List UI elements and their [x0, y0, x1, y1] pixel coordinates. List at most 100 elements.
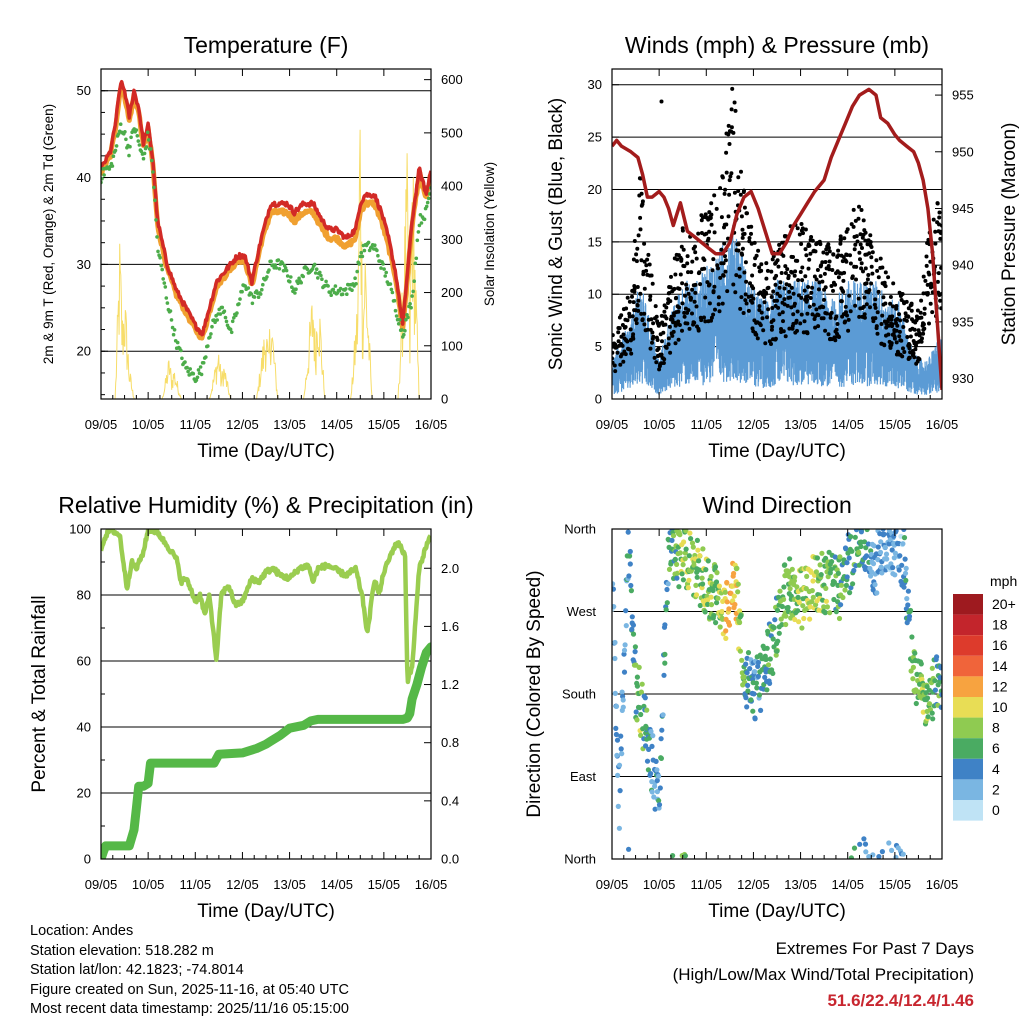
direction-point — [716, 583, 723, 589]
gust-point — [672, 286, 677, 291]
gust-point — [710, 268, 715, 273]
gust-point — [824, 311, 829, 316]
gust-point — [742, 188, 746, 193]
gust-point — [631, 332, 636, 337]
gust-point — [818, 274, 823, 279]
legend-label: 20+ — [992, 596, 1016, 612]
gust-point — [799, 222, 804, 226]
dewpoint-point — [237, 302, 241, 306]
gust-point — [924, 263, 929, 268]
direction-point — [846, 555, 852, 561]
gust-point — [810, 238, 815, 243]
temperature-y2tick-label: 300 — [441, 232, 463, 247]
direction-point — [799, 625, 805, 631]
gust-point — [731, 130, 736, 135]
gust-point — [821, 316, 826, 321]
direction-point — [874, 590, 880, 596]
direction-point — [616, 825, 623, 831]
direction-point — [910, 664, 917, 671]
gust-point — [781, 253, 786, 258]
dewpoint-point — [283, 266, 288, 270]
gust-point — [682, 310, 687, 315]
gust-point — [693, 250, 698, 255]
gust-point — [928, 301, 933, 306]
direction-point — [813, 602, 819, 608]
direction-point — [697, 553, 703, 559]
gust-point — [807, 304, 812, 309]
gust-point — [680, 301, 685, 306]
direction-point — [737, 619, 743, 626]
direction-point — [904, 596, 910, 602]
direction-point — [817, 562, 823, 568]
gust-point — [856, 216, 861, 221]
direction-point — [748, 697, 754, 703]
gust-point — [868, 240, 873, 244]
dewpoint-point — [160, 267, 164, 272]
gust-point — [792, 301, 797, 306]
temperature-xtick-label: 13/05 — [273, 417, 306, 432]
gust-point — [860, 246, 864, 250]
direction-point — [890, 565, 896, 571]
dewpoint-point — [408, 302, 412, 306]
gust-point — [726, 123, 731, 128]
winds-xtick-label: 16/05 — [926, 417, 959, 432]
gust-point — [814, 307, 819, 312]
gust-point — [775, 298, 779, 303]
gust-point — [778, 294, 782, 299]
gust-point — [851, 207, 856, 212]
dewpoint-point — [418, 213, 423, 217]
gust-point — [849, 222, 854, 227]
gust-point — [924, 254, 929, 259]
gust-point — [787, 289, 792, 294]
gust-point — [806, 285, 811, 289]
gust-point — [808, 251, 813, 256]
gust-point — [908, 334, 913, 339]
direction-point — [796, 599, 802, 606]
direction-point — [858, 543, 864, 550]
gust-point — [636, 298, 641, 303]
dewpoint-point — [324, 279, 328, 284]
gust-point — [736, 242, 741, 247]
gust-point — [859, 261, 864, 266]
dewpoint-point — [220, 305, 225, 310]
gust-point — [764, 291, 769, 296]
gust-point — [711, 257, 716, 262]
gust-point — [762, 300, 767, 305]
direction-point — [656, 773, 662, 779]
gust-point — [623, 325, 628, 329]
dewpoint-point — [389, 287, 394, 292]
dewpoint-point — [250, 301, 255, 306]
dewpoint-point — [139, 149, 144, 154]
winds-y2tick-label: 955 — [952, 88, 974, 103]
gust-point — [675, 257, 680, 262]
gust-point — [749, 224, 754, 229]
gust-point — [826, 264, 831, 268]
gust-point — [690, 311, 694, 316]
direction-point — [889, 547, 895, 553]
gust-point — [699, 218, 704, 223]
humidity-y2tick-label: 2.0 — [441, 561, 459, 576]
dewpoint-point — [171, 332, 176, 337]
dewpoint-point — [146, 138, 151, 142]
gust-point — [716, 302, 721, 307]
gust-point — [669, 274, 673, 279]
gust-point — [901, 346, 905, 351]
direction-point — [626, 846, 632, 852]
direction-point — [695, 547, 701, 553]
gust-point — [813, 249, 818, 254]
dewpoint-point — [381, 262, 385, 266]
direction-point — [752, 715, 758, 721]
gust-point — [911, 351, 916, 356]
temperature-xtick-label: 11/05 — [179, 417, 211, 432]
gust-point — [708, 215, 713, 220]
gust-point — [693, 244, 697, 249]
location-text: Location: Andes — [30, 923, 134, 939]
winds-y2tick-label: 930 — [952, 371, 974, 386]
dewpoint-point — [150, 158, 154, 163]
gust-point — [749, 241, 754, 246]
direction-ytick-label: South — [562, 687, 596, 702]
direction-title: Wind Direction — [702, 492, 852, 518]
gust-point — [868, 305, 872, 310]
created-text: Figure created on Sun, 2025-11-16, at 05… — [30, 981, 349, 998]
humidity-xtick-label: 12/05 — [226, 877, 259, 892]
